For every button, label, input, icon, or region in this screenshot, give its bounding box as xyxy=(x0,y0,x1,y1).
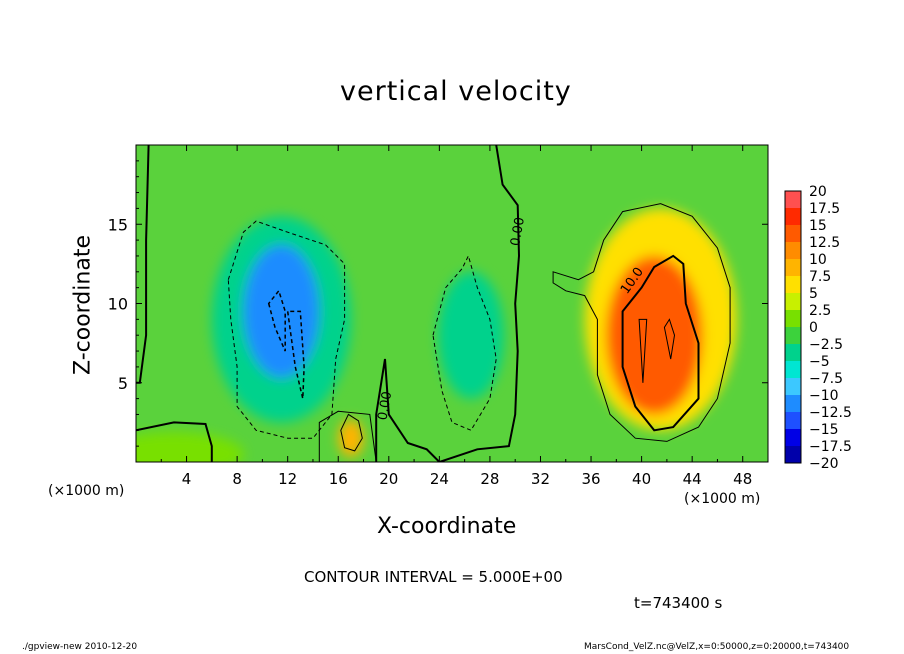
field-blobs xyxy=(211,208,737,458)
x-tick-label: 44 xyxy=(683,470,702,488)
colorbar-segment xyxy=(785,361,801,379)
x-tick-label: 4 xyxy=(182,470,192,488)
velocity-field xyxy=(136,145,768,462)
colorbar-segment xyxy=(785,344,801,362)
x-tick-label: 12 xyxy=(278,470,297,488)
y-tick-label: 5 xyxy=(118,374,128,393)
colorbar-label: −17.5 xyxy=(809,439,852,455)
colorbar-segment xyxy=(785,395,801,413)
colorbar-label: −15 xyxy=(809,422,839,438)
colorbar-frame xyxy=(784,190,802,464)
x-unit-label-right: (×1000 m) xyxy=(684,491,761,507)
x-axis-label: X-coordinate xyxy=(377,514,517,539)
colorbar-segment xyxy=(785,327,801,345)
colorbar-label: 7.5 xyxy=(809,269,831,285)
neg-5-contour-left xyxy=(227,220,346,439)
x-tick-label: 16 xyxy=(329,470,348,488)
colorbar-label: −2.5 xyxy=(809,337,843,353)
pos-10-contour xyxy=(621,254,700,432)
colorbar-segment xyxy=(785,446,801,464)
colorbar-label: −7.5 xyxy=(809,371,843,387)
neg-5-contour-middle xyxy=(432,254,497,431)
colorbar-label: 15 xyxy=(809,218,827,234)
contour-lines xyxy=(136,145,731,462)
colorbar-segment xyxy=(785,412,801,430)
zero-contour-lowleft xyxy=(136,421,213,462)
footer-right: MarsCond_VelZ.nc@VelZ,x=0:50000,z=0:2000… xyxy=(584,642,850,652)
footer-left: ./gpview-new 2010-12-20 xyxy=(22,642,138,652)
colorbar-segment xyxy=(785,310,801,328)
field-blob xyxy=(438,271,504,399)
contour-label: 0.00 xyxy=(375,390,395,421)
pos-15-contour-a xyxy=(638,318,648,383)
y-tick-label: 15 xyxy=(108,215,128,234)
colorbar-label: −20 xyxy=(809,456,839,472)
field-surface-band xyxy=(136,432,244,462)
y-axis-label: Z-coordinate xyxy=(70,235,96,375)
x-tick-label: 32 xyxy=(531,470,550,488)
zero-contour-middle xyxy=(439,145,521,462)
colorbar-label: 10 xyxy=(809,252,827,268)
x-tick-label: 36 xyxy=(581,470,600,488)
colorbar-label: 20 xyxy=(809,184,827,200)
colorbar-label: −5 xyxy=(809,354,830,370)
colorbar-label: 2.5 xyxy=(809,303,831,319)
zero-contour-surface xyxy=(318,410,377,462)
colorbar-segment xyxy=(785,242,801,260)
field-blob xyxy=(243,244,320,378)
chart-title: vertical velocity xyxy=(340,76,572,107)
colorbar-label: 12.5 xyxy=(809,235,840,251)
field-blob xyxy=(606,255,703,415)
x-tick-label: 48 xyxy=(733,470,752,488)
neg-10-contour-b xyxy=(286,310,305,399)
contour-label: 0.00 xyxy=(508,216,528,247)
y-tick-label: 10 xyxy=(108,295,128,314)
y-axis-ticks: 5 10 15 xyxy=(108,160,768,447)
colorbar-label: −10 xyxy=(809,388,839,404)
colorbar-segment xyxy=(785,293,801,311)
colorbar-label: 0 xyxy=(809,320,818,336)
x-tick-label: 20 xyxy=(379,470,398,488)
colorbar-segment xyxy=(785,225,801,243)
x-unit-label-left: (×1000 m) xyxy=(48,483,125,499)
x-axis-ticks: 4 8 12 16 20 24 28 32 36 40 44 48 xyxy=(160,145,769,488)
colorbar-label: −12.5 xyxy=(809,405,852,421)
contour-interval-text: CONTOUR INTERVAL = 5.000E+00 xyxy=(304,568,563,586)
pos-5-contour-small xyxy=(340,413,363,452)
colorbar-label: 5 xyxy=(809,286,818,302)
colorbar-label: 17.5 xyxy=(809,201,840,217)
x-tick-label: 40 xyxy=(632,470,651,488)
colorbar-segment xyxy=(785,276,801,294)
zero-contour-center xyxy=(375,358,441,462)
colorbar-segment xyxy=(785,429,801,447)
colorbar: 2017.51512.5107.552.50−2.5−5−7.5−10−12.5… xyxy=(784,184,852,472)
colorbar-segment xyxy=(785,208,801,226)
x-tick-label: 28 xyxy=(480,470,499,488)
colorbar-segment xyxy=(785,378,801,396)
neg-10-contour-a xyxy=(267,289,286,352)
x-tick-label: 24 xyxy=(430,470,449,488)
colorbar-segment xyxy=(785,191,801,209)
pos-15-contour-b xyxy=(663,318,676,360)
x-tick-label: 8 xyxy=(232,470,242,488)
time-text: t=743400 s xyxy=(634,594,723,612)
pos-5-contour xyxy=(552,203,731,442)
colorbar-segment xyxy=(785,259,801,277)
